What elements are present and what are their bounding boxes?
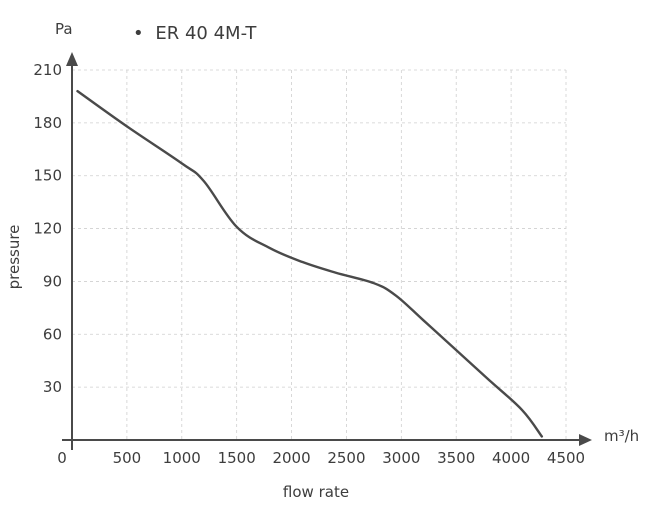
x-tick-labels: 0 500 1000 1500 2000 2500 3000 3500 4000 4500 <box>57 449 585 467</box>
x-tick-label: 3000 <box>382 449 420 467</box>
series-line-0 <box>76 89 544 438</box>
legend-series-name: ER 40 4M-T <box>155 23 257 44</box>
y-tick-label: 150 <box>33 167 62 185</box>
y-tick-label: 120 <box>33 220 62 238</box>
x-unit-label: m³/h <box>604 427 639 445</box>
x-tick-label: 2500 <box>327 449 365 467</box>
x-tick-label: 500 <box>113 449 142 467</box>
x-tick-label: 4000 <box>492 449 530 467</box>
legend: • ER 40 4M-T <box>133 23 257 44</box>
x-tick-label: 4500 <box>547 449 585 467</box>
y-axis-label: pressure <box>5 225 23 290</box>
legend-marker: • <box>133 23 144 44</box>
y-axis-arrow <box>66 52 78 66</box>
y-tick-label: 30 <box>43 378 62 396</box>
grid <box>72 69 567 440</box>
svg-text:• ER 40 4M-T: • ER 40 4M-T <box>133 23 257 44</box>
y-tick-label: 210 <box>33 61 62 79</box>
series-group <box>76 89 544 438</box>
x-tick-label: 1500 <box>218 449 256 467</box>
x-axis-label: flow rate <box>283 483 349 501</box>
axes <box>62 52 592 450</box>
y-tick-label: 180 <box>33 114 62 132</box>
y-unit-label: Pa <box>55 20 73 38</box>
x-axis-arrow <box>579 434 592 446</box>
x-tick-label: 3500 <box>437 449 475 467</box>
y-tick-label: 60 <box>43 325 62 343</box>
x-tick-label: 0 <box>57 449 67 467</box>
x-tick-label: 1000 <box>163 449 201 467</box>
y-tick-labels: 30 60 90 120 150 180 210 <box>33 61 62 396</box>
y-tick-label: 90 <box>43 272 62 290</box>
x-tick-label: 2000 <box>272 449 310 467</box>
